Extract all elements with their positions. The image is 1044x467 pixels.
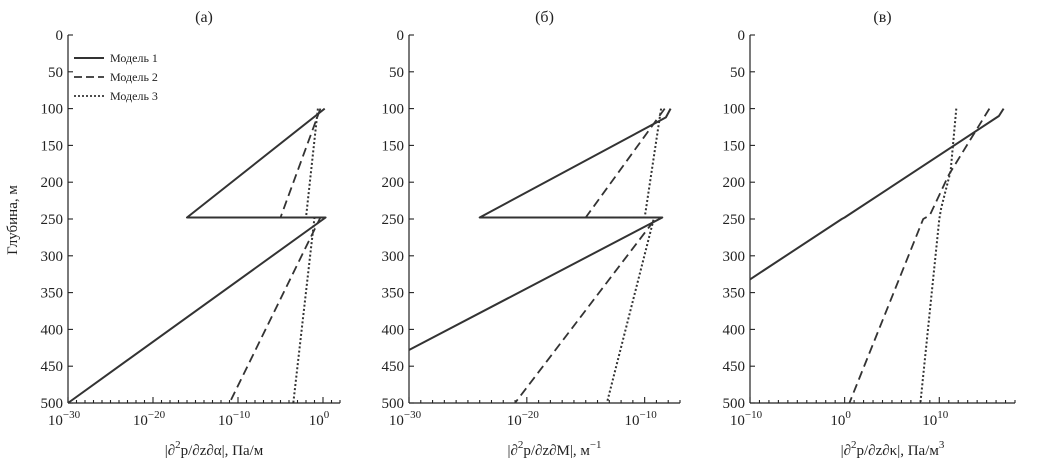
- x-axis-title-superscript: 3: [939, 439, 945, 451]
- x-axis-title-part: p/∂z∂α|, Па/м: [181, 443, 264, 459]
- y-tick-label: 250: [723, 212, 746, 228]
- x-tick-label: 1010: [922, 409, 949, 429]
- x-tick-label: 10−30: [389, 409, 422, 429]
- y-tick-label: 350: [382, 286, 405, 302]
- y-tick-label: 500: [382, 396, 405, 412]
- x-tick-base: 10: [922, 413, 937, 429]
- y-tick-label: 300: [723, 249, 746, 265]
- x-tick-label: 10−10: [625, 409, 658, 429]
- series-line-dashed: [848, 108, 991, 404]
- x-tick-base: 10: [830, 413, 845, 429]
- x-tick-base: 10: [507, 413, 522, 429]
- y-axis-title: Глубина, м: [5, 185, 21, 255]
- series-line-dotted: [292, 108, 319, 404]
- y-tick-label: 350: [723, 286, 746, 302]
- y-tick-label: 200: [382, 175, 405, 191]
- y-tick-label: 100: [723, 102, 746, 118]
- legend-label: Модель 2: [110, 70, 158, 84]
- y-tick-label: 0: [397, 28, 405, 44]
- x-tick-exponent: −30: [404, 409, 422, 421]
- x-axis-title-part: p/∂z∂M|, м: [523, 443, 590, 459]
- y-tick-label: 350: [41, 286, 64, 302]
- x-tick-exponent: −10: [640, 409, 658, 421]
- x-tick-label: 10−10: [218, 409, 251, 429]
- y-tick-label: 450: [41, 359, 64, 375]
- y-tick-label: 0: [738, 28, 746, 44]
- x-axis-title-part: |∂: [841, 443, 851, 459]
- y-tick-label: 200: [41, 175, 64, 191]
- x-tick-label: 10−10: [730, 409, 763, 429]
- x-axis-title-part: p/∂z∂κ|, Па/м: [857, 443, 940, 459]
- series-line-dotted: [919, 108, 958, 404]
- x-axis-title: |∂2p/∂z∂M|, м−1: [507, 439, 601, 459]
- y-tick-label: 50: [48, 65, 63, 81]
- x-tick-exponent: 0: [324, 409, 330, 421]
- y-tick-label: 200: [723, 175, 746, 191]
- series-line-solid: [67, 107, 327, 404]
- y-tick-label: 400: [41, 322, 64, 338]
- x-tick-exponent: −30: [63, 409, 81, 421]
- x-tick-base: 10: [389, 413, 404, 429]
- y-tick-label: 250: [382, 212, 405, 228]
- x-axis-title-part: |∂: [507, 443, 517, 459]
- y-tick-label: 400: [723, 322, 746, 338]
- legend-label: Модель 1: [110, 51, 158, 65]
- y-tick-label: 500: [723, 396, 746, 412]
- y-tick-label: 50: [730, 65, 745, 81]
- x-tick-label: 100: [309, 409, 330, 429]
- x-axis-title: |∂2p/∂z∂α|, Па/м: [165, 439, 264, 459]
- series-line-solid: [408, 108, 672, 351]
- x-tick-exponent: −10: [745, 409, 763, 421]
- series-line-dashed: [228, 108, 322, 404]
- y-tick-label: 400: [382, 322, 405, 338]
- y-tick-label: 150: [382, 138, 405, 154]
- x-axis-title-superscript: −1: [590, 439, 602, 451]
- y-tick-label: 450: [382, 359, 405, 375]
- y-tick-label: 300: [41, 249, 64, 265]
- x-tick-label: 10−20: [133, 409, 166, 429]
- x-tick-label: 10−30: [48, 409, 81, 429]
- panel-label: (б): [535, 9, 554, 26]
- series-line-solid: [749, 108, 1005, 281]
- y-tick-label: 100: [41, 102, 64, 118]
- y-tick-label: 50: [389, 65, 404, 81]
- x-tick-base: 10: [730, 413, 745, 429]
- x-axis-title-superscript: 2: [851, 439, 857, 451]
- x-tick-exponent: −20: [522, 409, 540, 421]
- y-tick-label: 300: [382, 249, 405, 265]
- y-tick-label: 500: [41, 396, 64, 412]
- y-tick-label: 100: [382, 102, 405, 118]
- x-axis-title: |∂2p/∂z∂κ|, Па/м3: [841, 439, 945, 459]
- panel-label: (а): [195, 9, 213, 26]
- x-tick-base: 10: [48, 413, 63, 429]
- x-tick-exponent: −10: [233, 409, 251, 421]
- x-tick-label: 100: [830, 409, 851, 429]
- x-axis-title-part: |∂: [165, 443, 175, 459]
- series-line-dotted: [605, 108, 663, 404]
- y-tick-label: 450: [723, 359, 746, 375]
- x-tick-base: 10: [218, 413, 233, 429]
- x-axis-title-superscript: 2: [175, 439, 181, 451]
- panel-label: (в): [873, 9, 891, 26]
- chart-legend: Модель 1 Модель 2 Модель 3: [74, 51, 158, 103]
- x-tick-base: 10: [133, 413, 148, 429]
- x-tick-base: 10: [625, 413, 640, 429]
- y-tick-label: 150: [723, 138, 746, 154]
- x-tick-label: 10−20: [507, 409, 540, 429]
- y-tick-label: 250: [41, 212, 64, 228]
- y-tick-label: 0: [56, 28, 64, 44]
- x-tick-exponent: 10: [937, 409, 949, 421]
- x-axis-title-superscript: 2: [518, 439, 524, 451]
- x-tick-exponent: −20: [148, 409, 166, 421]
- x-tick-exponent: 0: [845, 409, 851, 421]
- x-tick-base: 10: [309, 413, 324, 429]
- y-tick-label: 150: [41, 138, 64, 154]
- series-line-dashed: [514, 108, 666, 404]
- legend-label: Модель 3: [110, 89, 158, 103]
